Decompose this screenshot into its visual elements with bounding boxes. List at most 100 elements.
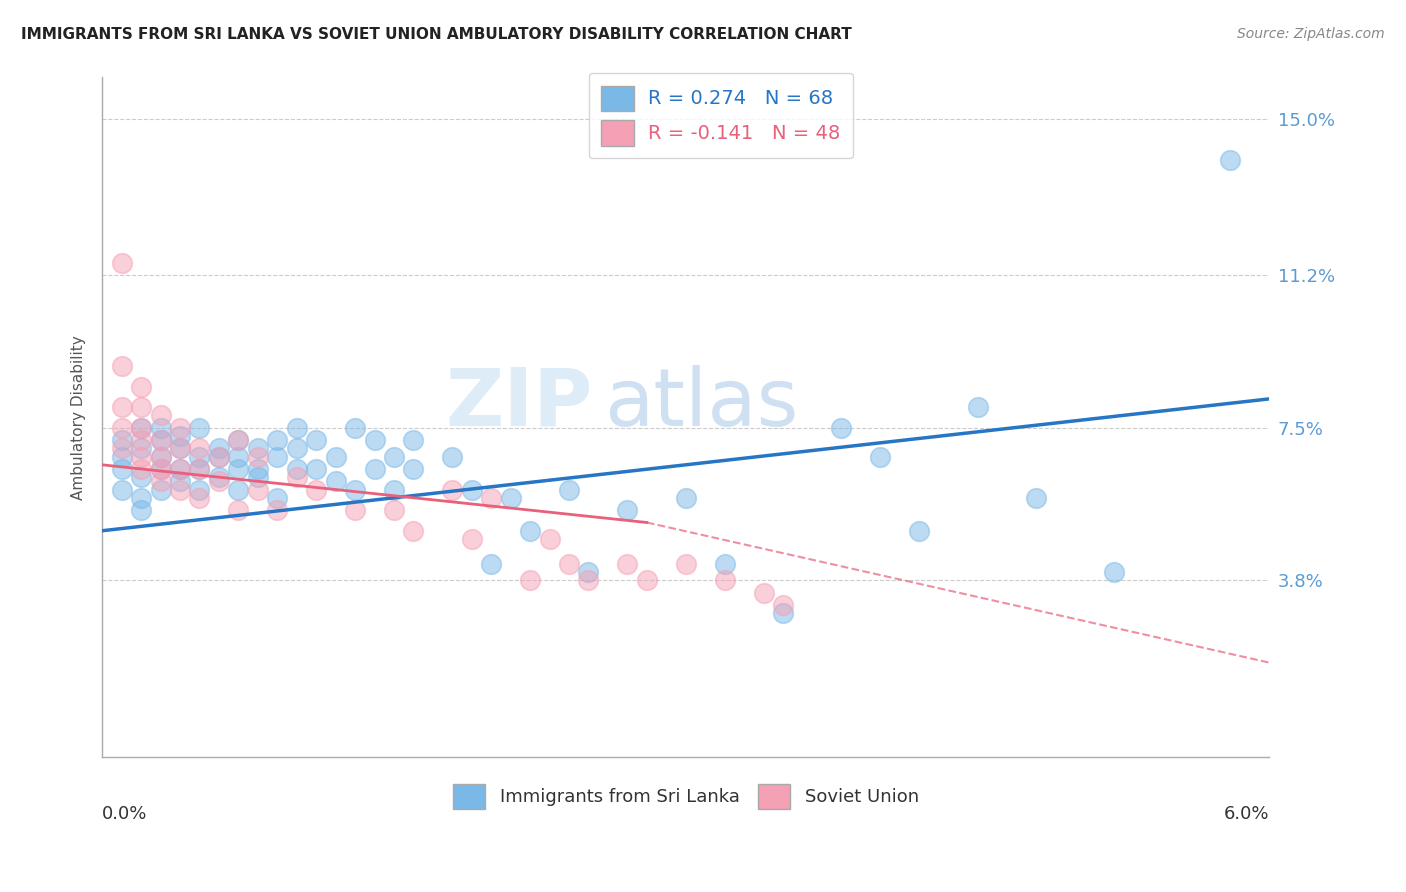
Point <box>111 421 134 435</box>
Point <box>382 503 405 517</box>
Point <box>188 421 211 435</box>
Point <box>169 475 191 489</box>
Point <box>208 450 231 464</box>
Text: 0.0%: 0.0% <box>103 805 148 823</box>
Point <box>149 450 172 464</box>
Point <box>499 491 522 505</box>
Point <box>169 442 191 456</box>
Point <box>266 503 288 517</box>
Point <box>519 573 541 587</box>
Text: ZIP: ZIP <box>446 365 592 442</box>
Point <box>966 400 988 414</box>
Point <box>285 470 308 484</box>
Point <box>908 524 931 538</box>
Point <box>441 450 464 464</box>
Point <box>111 450 134 464</box>
Point <box>344 503 367 517</box>
Point <box>266 433 288 447</box>
Point <box>558 483 581 497</box>
Point <box>1025 491 1047 505</box>
Point <box>285 462 308 476</box>
Point <box>169 421 191 435</box>
Point <box>228 483 250 497</box>
Point <box>149 462 172 476</box>
Point <box>246 450 269 464</box>
Point <box>188 491 211 505</box>
Point <box>461 483 484 497</box>
Point <box>129 400 152 414</box>
Point <box>246 483 269 497</box>
Point <box>149 483 172 497</box>
Point <box>188 462 211 476</box>
Point <box>129 491 152 505</box>
Point <box>169 483 191 497</box>
Y-axis label: Ambulatory Disability: Ambulatory Disability <box>72 335 86 500</box>
Point <box>441 483 464 497</box>
Point <box>149 475 172 489</box>
Point <box>461 532 484 546</box>
Point <box>538 532 561 546</box>
Point <box>772 598 794 612</box>
Point <box>149 450 172 464</box>
Point <box>111 256 134 270</box>
Point <box>752 585 775 599</box>
Point <box>382 483 405 497</box>
Point <box>169 442 191 456</box>
Point <box>111 400 134 414</box>
Point <box>129 450 152 464</box>
Point <box>325 475 347 489</box>
Point <box>285 421 308 435</box>
Point <box>479 491 502 505</box>
Point <box>208 450 231 464</box>
Point <box>382 450 405 464</box>
Text: 6.0%: 6.0% <box>1223 805 1270 823</box>
Point <box>713 557 735 571</box>
Point <box>188 450 211 464</box>
Point <box>228 450 250 464</box>
Point <box>129 421 152 435</box>
Point <box>129 379 152 393</box>
Point <box>1102 565 1125 579</box>
Point <box>188 442 211 456</box>
Point <box>129 442 152 456</box>
Point <box>246 470 269 484</box>
Point <box>228 462 250 476</box>
Point <box>149 462 172 476</box>
Text: Source: ZipAtlas.com: Source: ZipAtlas.com <box>1237 27 1385 41</box>
Point <box>479 557 502 571</box>
Point <box>519 524 541 538</box>
Point <box>111 359 134 373</box>
Point <box>246 462 269 476</box>
Point <box>402 524 425 538</box>
Text: IMMIGRANTS FROM SRI LANKA VS SOVIET UNION AMBULATORY DISABILITY CORRELATION CHAR: IMMIGRANTS FROM SRI LANKA VS SOVIET UNIO… <box>21 27 852 42</box>
Point <box>285 442 308 456</box>
Point <box>363 433 385 447</box>
Point <box>636 573 658 587</box>
Point <box>713 573 735 587</box>
Point <box>675 491 697 505</box>
Point <box>1219 153 1241 167</box>
Point <box>305 433 328 447</box>
Point <box>129 421 152 435</box>
Point <box>558 557 581 571</box>
Point <box>169 429 191 443</box>
Point <box>246 442 269 456</box>
Point <box>402 462 425 476</box>
Point <box>363 462 385 476</box>
Point <box>344 421 367 435</box>
Point <box>169 462 191 476</box>
Point <box>266 491 288 505</box>
Point <box>402 433 425 447</box>
Point <box>129 503 152 517</box>
Point <box>111 442 134 456</box>
Point <box>208 470 231 484</box>
Point <box>188 483 211 497</box>
Legend: Immigrants from Sri Lanka, Soviet Union: Immigrants from Sri Lanka, Soviet Union <box>446 776 927 816</box>
Point <box>228 433 250 447</box>
Point <box>266 450 288 464</box>
Point <box>675 557 697 571</box>
Point <box>325 450 347 464</box>
Point <box>616 503 638 517</box>
Point <box>129 462 152 476</box>
Point <box>228 433 250 447</box>
